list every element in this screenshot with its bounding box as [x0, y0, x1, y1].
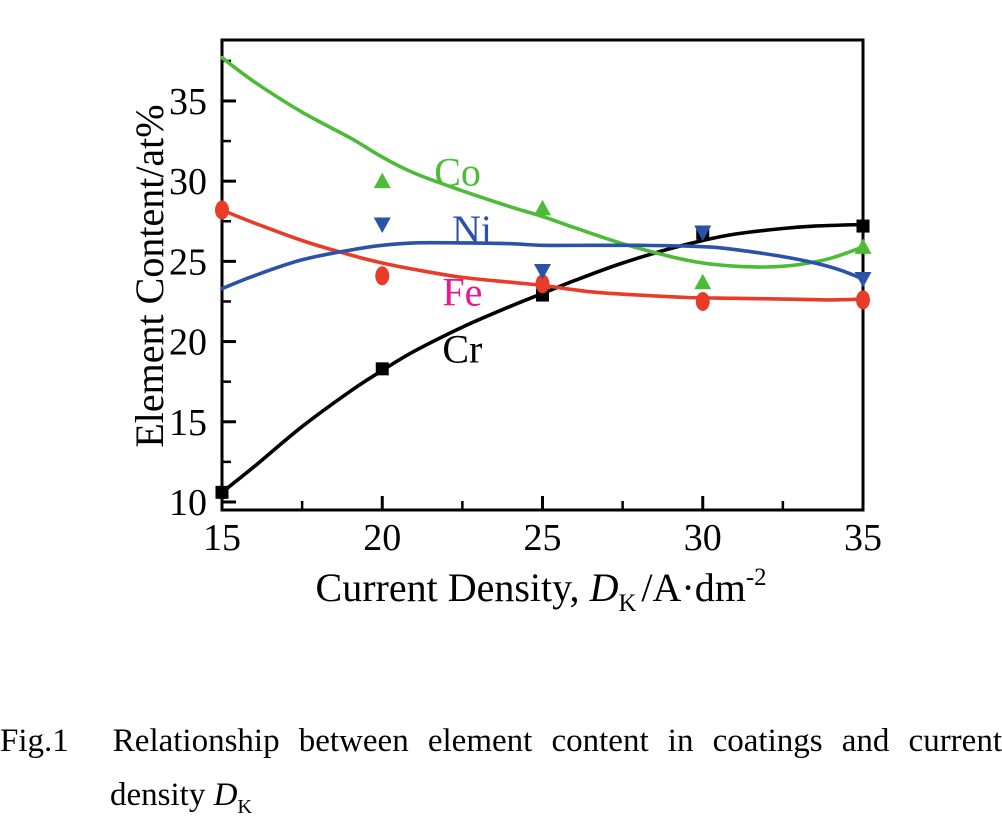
y-tick-label: 35	[169, 81, 207, 123]
x-tick-label: 35	[844, 517, 882, 559]
caption-text: Relationship between element content in …	[112, 723, 1002, 759]
series-line-ni	[220, 240, 865, 291]
series-label-cr: Cr	[442, 327, 482, 372]
x-tick-label: 15	[203, 517, 241, 559]
chart-area: 15 20 25 30 35 10 15 20 25 30 35 Cr Fe Co Ni Element C…	[127, 38, 882, 618]
data-marker-co	[373, 172, 391, 189]
data-marker-ni	[373, 217, 391, 233]
series-label-ni: Ni	[452, 207, 492, 252]
data-marker-fe	[856, 290, 870, 310]
x-axis-title-subscript: K	[618, 590, 637, 618]
y-tick-label: 25	[169, 241, 207, 283]
caption-line2-variable: D	[213, 777, 238, 813]
figure-number: Fig.1	[0, 723, 69, 759]
data-marker-cr	[856, 219, 870, 233]
data-marker-fe	[535, 274, 550, 294]
data-marker-fe	[215, 200, 229, 220]
x-tick-label: 20	[363, 517, 401, 559]
series-line-co	[220, 55, 865, 269]
y-axis-title: Element Content/at%	[127, 104, 172, 448]
data-marker-cr	[375, 362, 389, 376]
series-line-fe	[220, 208, 865, 302]
x-tick-label: 25	[524, 517, 562, 559]
data-marker-ni	[694, 225, 712, 241]
data-marker-co	[534, 199, 551, 216]
caption-line-2: density DK	[110, 774, 1002, 825]
y-tick-label: 20	[169, 322, 207, 364]
x-axis-title-text: Current Density,	[315, 565, 590, 611]
y-tick-label: 30	[169, 161, 207, 203]
x-axis-title-variable: D	[589, 565, 619, 611]
data-marker-co	[694, 273, 712, 290]
y-tick-label: 10	[169, 482, 207, 524]
data-marker-ni	[854, 272, 872, 288]
series-label-fe: Fe	[442, 270, 482, 315]
caption-line-1: Fig.1 Relationship between element conte…	[0, 720, 1002, 762]
series-label-co: Co	[434, 149, 481, 194]
caption-line2-subscript: K	[237, 796, 253, 819]
caption-line2-text: density	[110, 777, 214, 813]
x-axis-title-unit: /A·dm	[641, 565, 746, 611]
data-marker-cr	[215, 485, 229, 499]
x-axis-title-superscript: -2	[745, 564, 767, 591]
data-marker-co	[854, 238, 872, 254]
data-marker-fe	[695, 291, 710, 311]
x-tick-label: 30	[684, 517, 722, 559]
x-axis-title: Current Density, DK/A·dm-2	[201, 564, 881, 618]
figure-caption: Fig.1 Relationship between element conte…	[0, 720, 1002, 825]
y-tick-label: 15	[169, 402, 207, 444]
data-marker-fe	[375, 266, 390, 286]
data-marker-ni	[534, 263, 551, 280]
